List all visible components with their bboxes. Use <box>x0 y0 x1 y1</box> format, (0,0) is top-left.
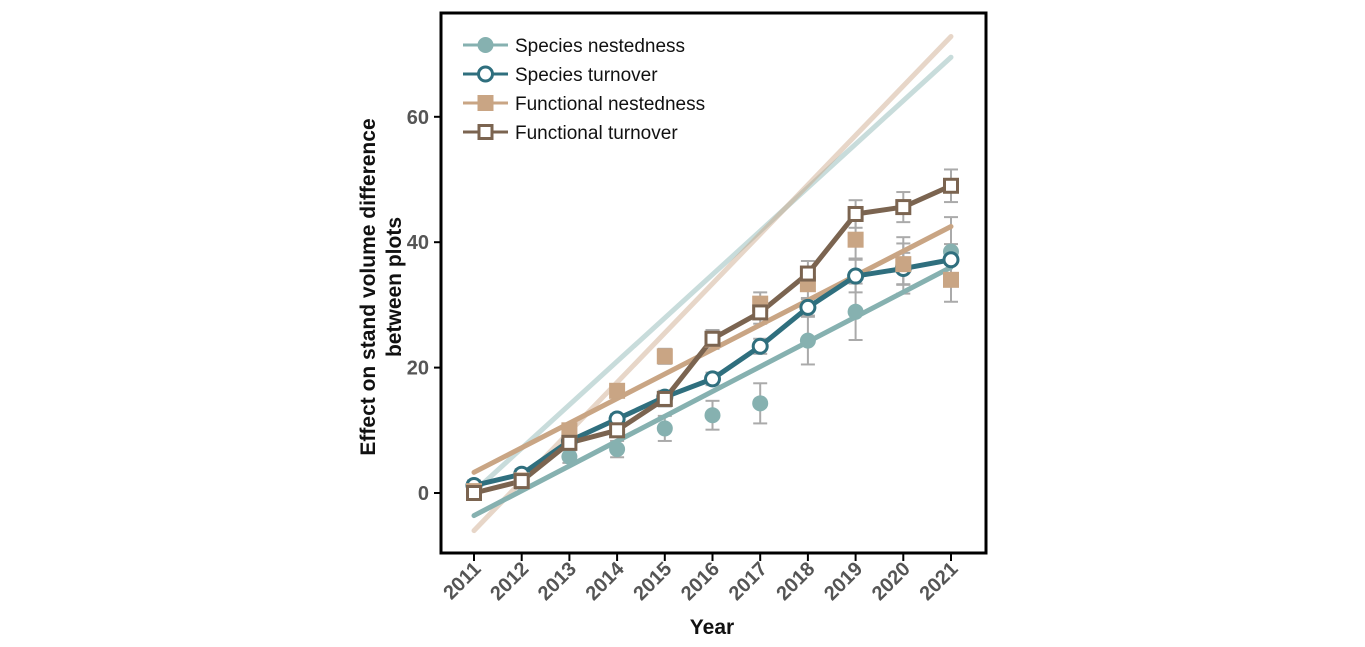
data-point <box>751 337 769 355</box>
legend-item: Functional nestedness <box>463 94 705 115</box>
fit-line-2 <box>471 224 954 475</box>
data-point <box>466 485 482 501</box>
data-point <box>656 348 673 365</box>
data-point <box>943 177 959 194</box>
data-point <box>704 407 721 424</box>
y-axis-title-line-2: between plots <box>383 217 406 357</box>
x-axis-title: Year <box>690 616 734 639</box>
data-point <box>656 420 673 437</box>
data-point <box>752 395 769 412</box>
data-point <box>704 330 721 347</box>
data-point <box>847 231 864 248</box>
fit-line-0 <box>471 264 954 519</box>
y-tick-label: 40 <box>407 232 429 254</box>
legend-marker <box>477 65 494 83</box>
y-tick-label: 20 <box>407 358 429 380</box>
x-tick-label: 2021 <box>916 558 963 605</box>
data-point <box>656 390 673 407</box>
faint-fit-line-2 <box>471 34 954 534</box>
data-point <box>609 382 626 399</box>
data-point <box>895 199 912 216</box>
x-tick-label: 2014 <box>582 557 630 605</box>
data-point <box>561 422 578 439</box>
data-point <box>609 441 626 458</box>
data-point <box>895 256 912 273</box>
data-point <box>513 473 530 490</box>
data-point <box>847 205 864 222</box>
legend-marker <box>477 37 494 53</box>
plot-layer <box>465 34 960 534</box>
y-axis-title-line-1: Effect on stand volume difference <box>357 118 380 455</box>
y-tick-label: 0 <box>418 483 429 505</box>
data-point <box>799 332 816 349</box>
legend-marker <box>477 95 494 111</box>
legend: Species nestedness Species turnover Functi… <box>463 36 705 144</box>
legend-item: Functional turnover <box>463 123 678 144</box>
data-point <box>847 267 865 285</box>
legend-label: Species turnover <box>515 65 658 86</box>
data-point <box>561 448 578 465</box>
data-point <box>752 304 769 321</box>
data-point <box>609 422 626 439</box>
faint-fit-line-0 <box>471 54 954 495</box>
x-tick-label: 2017 <box>725 558 772 605</box>
legend-marker <box>477 124 494 140</box>
legend-label: Functional nestedness <box>515 94 705 115</box>
x-tick-label: 2018 <box>772 558 819 605</box>
data-point <box>799 298 817 316</box>
x-tick-label: 2020 <box>868 558 915 605</box>
legend-label: Functional turnover <box>515 123 678 144</box>
data-point <box>799 265 816 282</box>
data-point <box>942 251 960 269</box>
x-tick-label: 2012 <box>486 558 533 605</box>
legend-item: Species nestedness <box>463 36 685 57</box>
x-tick-label: 2019 <box>820 558 867 605</box>
data-point <box>704 370 721 388</box>
x-tick-label: 2013 <box>534 558 581 605</box>
data-point <box>561 434 578 451</box>
x-tick-label: 2016 <box>677 558 724 605</box>
legend-item: Species turnover <box>463 65 658 86</box>
x-tick-label: 2015 <box>629 558 676 605</box>
y-tick-label: 60 <box>407 107 429 129</box>
data-point <box>847 303 864 320</box>
data-point <box>943 271 959 288</box>
x-tick-label: 2011 <box>439 558 485 604</box>
legend-label: Species nestedness <box>515 36 685 57</box>
